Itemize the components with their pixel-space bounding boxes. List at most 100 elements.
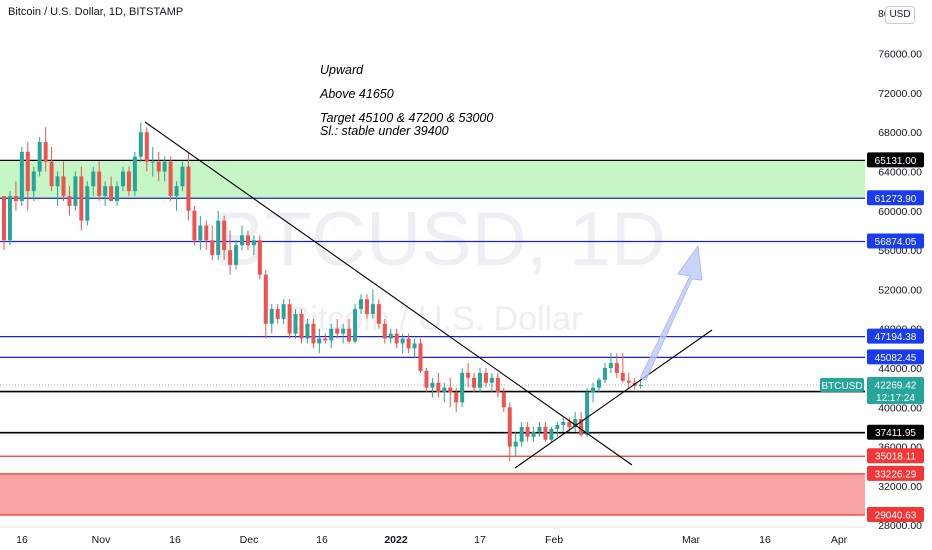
countdown-text: 12:17:24 xyxy=(876,393,915,404)
candle-body xyxy=(472,377,477,388)
candle xyxy=(561,417,566,432)
candle xyxy=(132,151,137,197)
candle xyxy=(489,372,494,393)
candle-body xyxy=(85,186,90,221)
candle-body xyxy=(186,166,191,211)
candle xyxy=(251,235,256,256)
candle xyxy=(257,235,262,280)
candle-body xyxy=(323,338,328,341)
candle xyxy=(216,210,221,260)
candle xyxy=(400,333,405,354)
candle-body xyxy=(495,377,500,393)
candle-body xyxy=(103,186,108,197)
candle xyxy=(19,146,24,206)
candle-body xyxy=(162,161,167,172)
candle-body xyxy=(115,186,120,201)
candle xyxy=(341,323,346,344)
candle-body xyxy=(150,161,155,163)
candle xyxy=(555,422,560,437)
candle xyxy=(67,186,72,216)
candle-body xyxy=(597,379,601,388)
level-labels: 65131.00 61273.90 56874.05 47194.38 45082.45… xyxy=(820,152,924,522)
candle xyxy=(370,289,375,319)
note-line-1: Upward xyxy=(320,63,364,77)
candle-body xyxy=(287,304,292,334)
note-line-3: Target 45100 & 47200 & 53000 xyxy=(320,111,494,125)
trend-drawings xyxy=(144,121,713,469)
price-tick-label: 40000.00 xyxy=(878,402,922,414)
candle-body xyxy=(293,313,298,334)
candle-body xyxy=(245,235,250,246)
candle-body xyxy=(329,328,334,341)
candle xyxy=(37,137,42,177)
candle-body xyxy=(204,225,209,241)
candle-body xyxy=(507,407,512,447)
candle xyxy=(424,368,429,393)
level-label-text: 37411.95 xyxy=(875,428,916,439)
candle-body xyxy=(192,210,197,241)
candle xyxy=(126,166,131,197)
time-tick-label: Feb xyxy=(545,534,563,546)
candle xyxy=(513,431,518,457)
level-label-text: 56874.05 xyxy=(875,237,917,248)
candle xyxy=(144,127,149,172)
candle-body xyxy=(251,240,256,246)
candles xyxy=(2,122,643,462)
candle xyxy=(406,333,411,354)
candle-body xyxy=(240,235,244,246)
candle-body xyxy=(513,441,518,447)
level-label-bg xyxy=(867,465,924,481)
candle-body xyxy=(388,333,393,339)
candle-body xyxy=(347,328,352,342)
candle-body xyxy=(406,338,411,349)
candle-body xyxy=(299,313,304,339)
candle xyxy=(602,363,607,383)
candle xyxy=(376,299,381,329)
candle xyxy=(597,377,601,393)
price-tick-label: 68000.00 xyxy=(878,127,922,139)
candle-body xyxy=(25,151,30,192)
candle xyxy=(620,353,625,383)
candle xyxy=(638,379,643,389)
candle xyxy=(204,220,209,251)
candle xyxy=(347,318,352,344)
note-line-4: Sl.: stable under 39400 xyxy=(320,124,449,138)
level-label: 35018.11 xyxy=(867,448,924,464)
candle xyxy=(13,181,18,211)
level-label-bg xyxy=(867,233,924,249)
candle-body xyxy=(263,274,268,324)
candle-body xyxy=(43,142,48,162)
candle xyxy=(109,176,114,201)
candle-body xyxy=(614,363,619,373)
candle-body xyxy=(353,309,358,342)
candle-body xyxy=(132,156,137,192)
candle-body xyxy=(519,426,524,442)
level-label-bg xyxy=(867,152,924,168)
candle xyxy=(275,304,280,324)
candle xyxy=(311,318,316,349)
candle xyxy=(79,166,84,231)
price-tick-label: 76000.00 xyxy=(878,49,922,61)
level-label-text: 29040.63 xyxy=(875,510,917,521)
candle-body xyxy=(602,368,607,380)
candle-body xyxy=(198,225,203,241)
candle xyxy=(329,323,334,349)
candle xyxy=(543,422,548,442)
candle xyxy=(186,151,191,221)
currency-button[interactable]: USD xyxy=(885,6,915,24)
candle xyxy=(323,333,328,344)
candle xyxy=(299,309,304,344)
candle-body xyxy=(638,385,643,387)
candle xyxy=(97,161,102,201)
level-label: 65131.00 xyxy=(867,152,924,168)
candle xyxy=(73,171,78,211)
candle-body xyxy=(364,299,369,314)
candle xyxy=(162,156,167,182)
candle-body xyxy=(549,428,554,440)
candle xyxy=(222,215,227,260)
candle-body xyxy=(126,171,131,192)
candle xyxy=(228,230,233,275)
candle xyxy=(7,191,12,246)
candle-body xyxy=(156,161,161,172)
